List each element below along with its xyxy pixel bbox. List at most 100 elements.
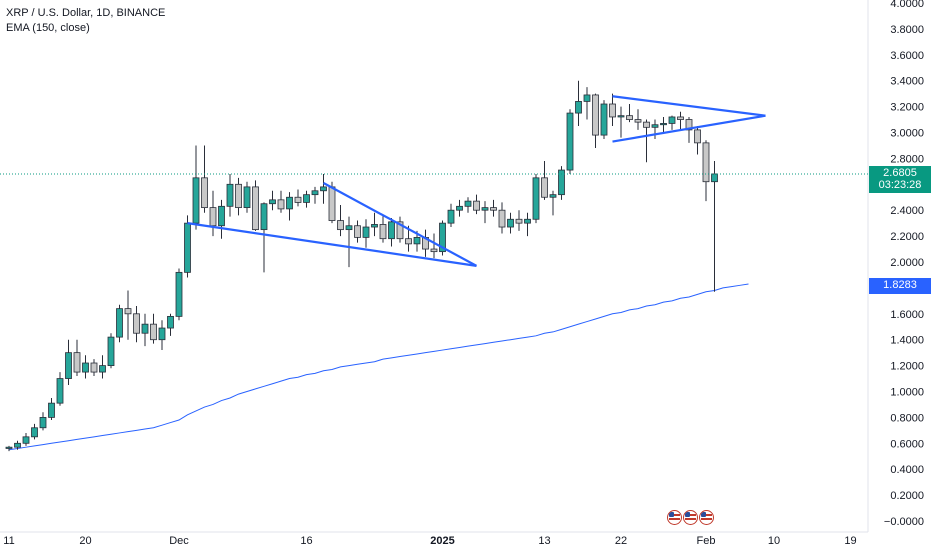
y-tick-label: 1.6000 [890, 309, 924, 321]
candle-body [575, 101, 582, 114]
last-price-tag: 2.6805 03:23:28 [869, 166, 931, 193]
candle-body [294, 196, 302, 203]
us-flag-icon[interactable] [667, 510, 682, 525]
y-tick-label: 1.4000 [890, 335, 924, 347]
x-tick-label: 10 [768, 535, 780, 547]
candle-body [311, 190, 319, 196]
candle-body [600, 103, 608, 136]
candle-body [405, 238, 412, 245]
candle-body [226, 183, 234, 207]
candle-body [558, 169, 565, 196]
candle-body [583, 94, 591, 102]
candle-body [430, 248, 438, 253]
x-tick-label: Feb [697, 535, 716, 547]
candle-body [252, 186, 259, 231]
candle-body [39, 416, 47, 429]
y-tick-label: 3.6000 [890, 50, 924, 62]
candle-body [660, 123, 667, 126]
y-tick-label: 0.8000 [890, 412, 924, 424]
candle-body [14, 442, 21, 448]
candle-body [498, 209, 506, 228]
candle-body [235, 183, 242, 209]
candle-body [362, 226, 370, 238]
candle-body [73, 352, 81, 373]
candle-body [515, 218, 523, 224]
candle-body [456, 205, 463, 211]
candle-body [116, 308, 123, 338]
x-tick-label: 2025 [430, 535, 454, 547]
y-tick-label: 0.2000 [890, 490, 924, 502]
candle-body [167, 315, 174, 329]
candle-body [566, 112, 574, 171]
trendline [322, 182, 478, 267]
candle-body [609, 103, 616, 118]
candle-body [303, 194, 310, 203]
candle-body [694, 129, 701, 144]
x-tick-label: 22 [615, 535, 627, 547]
ema-value-tag: 1.8283 [869, 278, 931, 294]
candle-body [702, 142, 710, 183]
candle-body [218, 205, 225, 227]
y-tick-label: 4.0000 [890, 0, 924, 10]
x-tick-label: 16 [300, 535, 312, 547]
candle-body [337, 220, 344, 231]
candle-body [90, 362, 98, 373]
candle-body [549, 194, 557, 198]
y-tick-label: 2.8000 [890, 153, 924, 165]
y-tick-label: 1.2000 [890, 361, 924, 373]
trendline [612, 95, 766, 117]
candle-body [31, 427, 38, 438]
candle-body [99, 365, 106, 373]
candle-body [532, 177, 540, 220]
ema-value: 1.8283 [883, 279, 917, 291]
x-tick-label: 11 [3, 535, 14, 547]
x-tick-label: Dec [169, 535, 189, 547]
y-tick-label: 2.2000 [890, 231, 924, 243]
candle-body [158, 327, 166, 341]
candle-body [320, 186, 327, 192]
candle-body [617, 115, 625, 118]
candle-body [507, 218, 514, 228]
candle-body [677, 116, 684, 120]
candle-body [447, 209, 455, 224]
x-tick-label: 13 [538, 535, 550, 547]
us-flag-icon[interactable] [683, 510, 698, 525]
candle-body [345, 225, 353, 231]
y-tick-label: −0.0000 [884, 516, 924, 528]
last-price-value: 2.6805 [883, 167, 917, 179]
candle-body [396, 221, 404, 240]
trendline [187, 222, 477, 267]
candle-body [192, 177, 200, 224]
y-tick-label: 3.8000 [890, 24, 924, 36]
candle-body [379, 224, 387, 240]
chart-legend: XRP / U.S. Dollar, 1D, BINANCE EMA (150,… [6, 6, 165, 36]
symbol-title[interactable]: XRP / U.S. Dollar, 1D, BINANCE [6, 7, 166, 19]
candle-body [626, 115, 633, 120]
candle-body [5, 446, 13, 449]
candle-body [473, 200, 480, 211]
candle-body [371, 224, 378, 228]
candle-body [175, 271, 183, 317]
indicator-label[interactable]: EMA (150, close) [6, 22, 90, 34]
candle-body [413, 236, 421, 245]
candle-body [541, 177, 548, 198]
trendline [612, 114, 766, 143]
candle-body [643, 121, 650, 128]
x-tick-label: 20 [79, 535, 91, 547]
candle-body [668, 116, 676, 124]
candle-body [107, 336, 115, 366]
candle-body [277, 199, 285, 210]
ema-line [8, 283, 749, 451]
candle-body [328, 186, 336, 221]
candle-body [269, 199, 276, 205]
candle-body [48, 402, 55, 418]
candle-body [464, 200, 472, 207]
candle-body [481, 207, 489, 211]
candle-body [243, 186, 251, 209]
candle-body [141, 323, 149, 334]
candle-body [524, 218, 531, 224]
candle-body [65, 352, 72, 379]
us-flag-icon[interactable] [699, 510, 714, 525]
